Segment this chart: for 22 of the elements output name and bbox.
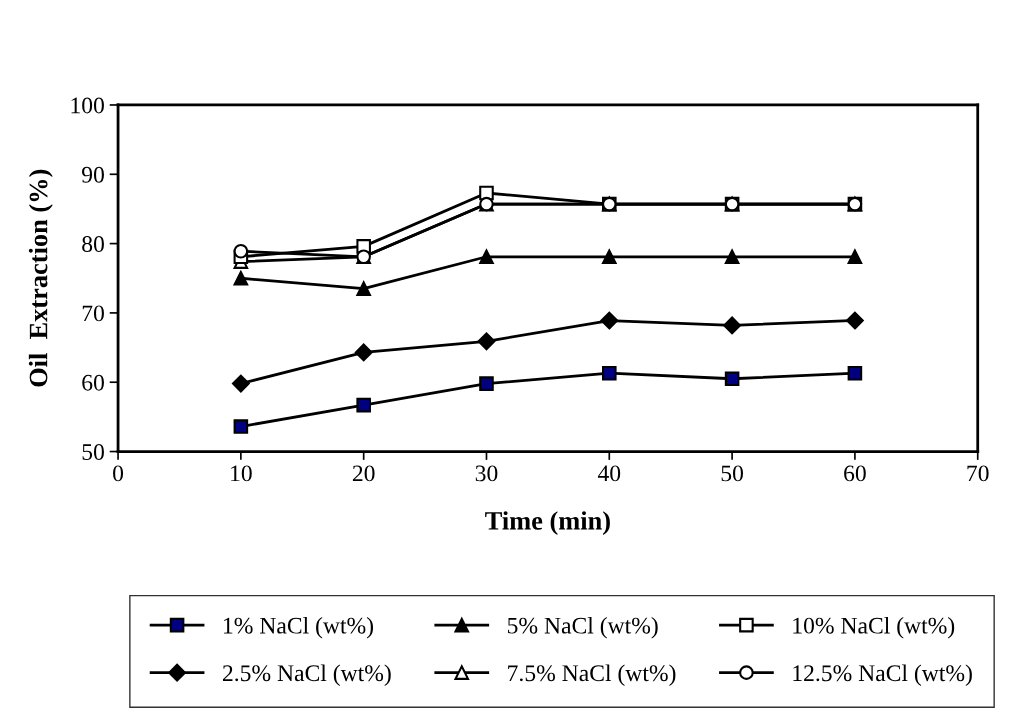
x-tick-label: 0	[113, 465, 124, 482]
legend-label: 12.5% NaCl (wt%)	[793, 664, 972, 686]
y-tick-label: 80	[82, 236, 104, 253]
x-tick-label: 50	[721, 465, 744, 482]
x-tick-label: 20	[352, 465, 375, 482]
x-tick-label: 40	[597, 465, 621, 482]
legend-label: 1% NaCl (wt%)	[224, 617, 374, 639]
x-tick-label: 60	[844, 465, 866, 482]
y-tick-label: 50	[82, 444, 104, 460]
y-tick-label: 70	[82, 305, 104, 322]
legend-label: 10% NaCl (wt%)	[793, 617, 955, 639]
x-tick-label: 10	[231, 465, 252, 482]
y-axis-title: Oil Extraction (%)	[28, 169, 53, 387]
x-tick-label: 70	[967, 465, 989, 482]
x-axis-title: Time (min)	[485, 511, 610, 536]
legend-label: 2.5% NaCl (wt%)	[222, 664, 391, 686]
legend-label: 5% NaCl (wt%)	[507, 617, 658, 639]
x-tick-label: 30	[475, 465, 498, 482]
y-tick-label: 90	[82, 166, 104, 183]
legend-label: 7.5% NaCl (wt%)	[508, 664, 676, 686]
y-tick-label: 60	[82, 374, 104, 391]
y-tick-label: 100	[71, 97, 104, 114]
